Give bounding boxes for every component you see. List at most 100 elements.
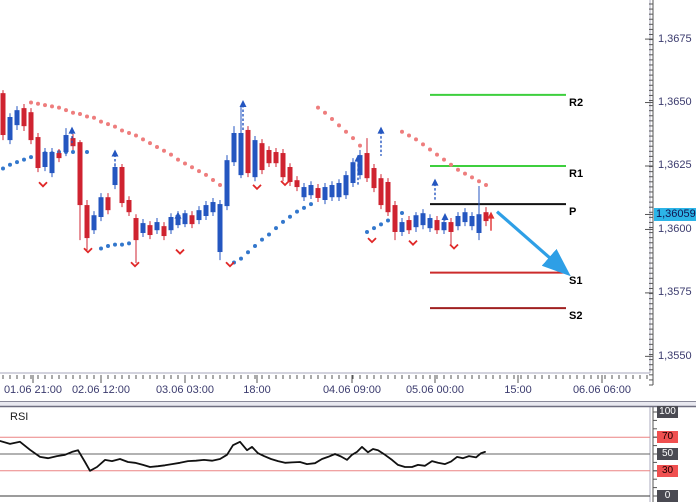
up-arrow-icon-head [431, 178, 439, 186]
candle-body [63, 135, 69, 153]
candle-body [413, 215, 419, 228]
candle-body [329, 185, 335, 198]
candle-body [203, 205, 209, 216]
candle-body [147, 225, 153, 236]
time-axis-label: 04.06 09:00 [322, 384, 382, 396]
sar-dot-blue [99, 246, 103, 251]
sar-dot-blue [85, 150, 89, 155]
candle-body [182, 213, 188, 225]
candle-body [112, 167, 118, 186]
price-axis-label: 1,3575 [658, 286, 692, 299]
sar-dot-pink [162, 148, 166, 153]
rsi-plot-area[interactable] [0, 407, 651, 502]
sar-dot-blue [281, 219, 285, 224]
sar-dot-pink [204, 172, 208, 177]
candle-body [35, 137, 41, 169]
sar-dot-pink [477, 179, 481, 184]
sar-dot-pink [29, 100, 33, 105]
candle-body [0, 93, 6, 136]
sar-dot-pink [407, 133, 411, 138]
sar-dot-blue [127, 241, 131, 246]
candle-body [252, 140, 258, 178]
sar-dot-pink [134, 133, 138, 138]
sar-dot-pink [428, 147, 432, 152]
sar-dot-pink [113, 124, 117, 129]
sar-dot-blue [365, 229, 369, 234]
time-scale[interactable] [2, 375, 648, 383]
candle-body [140, 223, 146, 233]
candle-body [238, 132, 244, 176]
candle-body [273, 152, 279, 164]
sar-dot-pink [358, 143, 362, 148]
candle-body [154, 222, 160, 231]
sar-dot-blue [120, 242, 124, 247]
sar-dot-pink [155, 144, 159, 149]
candle-body [133, 218, 139, 241]
candle-body [434, 220, 440, 231]
sar-dot-blue [71, 150, 75, 155]
sar-dot-blue [239, 256, 243, 261]
sar-dot-pink [148, 141, 152, 146]
candle-body [245, 129, 251, 174]
sar-dot-blue [288, 214, 292, 219]
sar-dot-blue [113, 242, 117, 247]
signal-up-arrow-icon-head [487, 211, 495, 219]
sar-dot-blue [386, 218, 390, 223]
candle-body [301, 187, 307, 198]
pivot-label-s2: S2 [569, 310, 583, 323]
sar-dot-pink [197, 169, 201, 174]
time-axis-label: 02.06 12:00 [71, 384, 131, 396]
sar-dot-pink [71, 110, 75, 115]
candle-body [210, 202, 216, 213]
candle-body [77, 142, 83, 206]
candle-body [294, 180, 300, 188]
candle-body [168, 217, 174, 231]
up-arrow-icon-head [441, 212, 449, 220]
sar-dot-pink [435, 152, 439, 157]
pivot-label-r1: R1 [569, 167, 584, 180]
sar-dot-pink [57, 105, 61, 110]
sar-dot-pink [218, 183, 222, 188]
sar-dot-pink [50, 104, 54, 109]
sar-dot-blue [260, 237, 264, 242]
sar-dot-pink [176, 157, 180, 162]
main-plot-area[interactable] [0, 0, 651, 374]
sar-dot-pink [463, 171, 467, 176]
sar-dot-pink [316, 105, 320, 110]
fractal-down-icon [408, 240, 418, 246]
sar-dot-pink [442, 157, 446, 162]
sar-dot-blue [253, 243, 257, 248]
price-scale[interactable] [645, 0, 654, 386]
candle-body [378, 178, 384, 206]
sar-dot-pink [127, 130, 131, 135]
sar-dot-pink [43, 103, 47, 108]
sar-dot-blue [379, 222, 383, 227]
sar-dot-blue [309, 202, 313, 207]
candle-body [350, 162, 356, 183]
candle-body [287, 167, 293, 182]
candle-body [476, 214, 482, 233]
sar-dot-blue [295, 209, 299, 214]
rsi-level-chip: 50 [657, 448, 678, 460]
candle-body [336, 182, 342, 198]
up-arrow-icon-head [239, 100, 247, 108]
sar-dot-pink [351, 136, 355, 141]
candle-body [343, 175, 349, 196]
sar-dot-pink [470, 175, 474, 180]
fractal-down-icon [367, 237, 377, 244]
fractal-down-icon [83, 247, 93, 254]
sar-dot-pink [64, 108, 68, 113]
candle-body [105, 197, 111, 211]
sar-dot-pink [106, 122, 110, 127]
candle-body [217, 204, 223, 253]
sar-dot-pink [484, 183, 488, 188]
price-axis-label: 1,3550 [658, 349, 692, 362]
candle-body [42, 152, 48, 168]
sar-dot-pink [421, 142, 425, 147]
sar-dot-pink [190, 165, 194, 170]
sar-dot-pink [400, 129, 404, 134]
sar-dot-pink [323, 110, 327, 115]
candle-body [322, 187, 328, 201]
sar-dot-pink [92, 115, 96, 120]
